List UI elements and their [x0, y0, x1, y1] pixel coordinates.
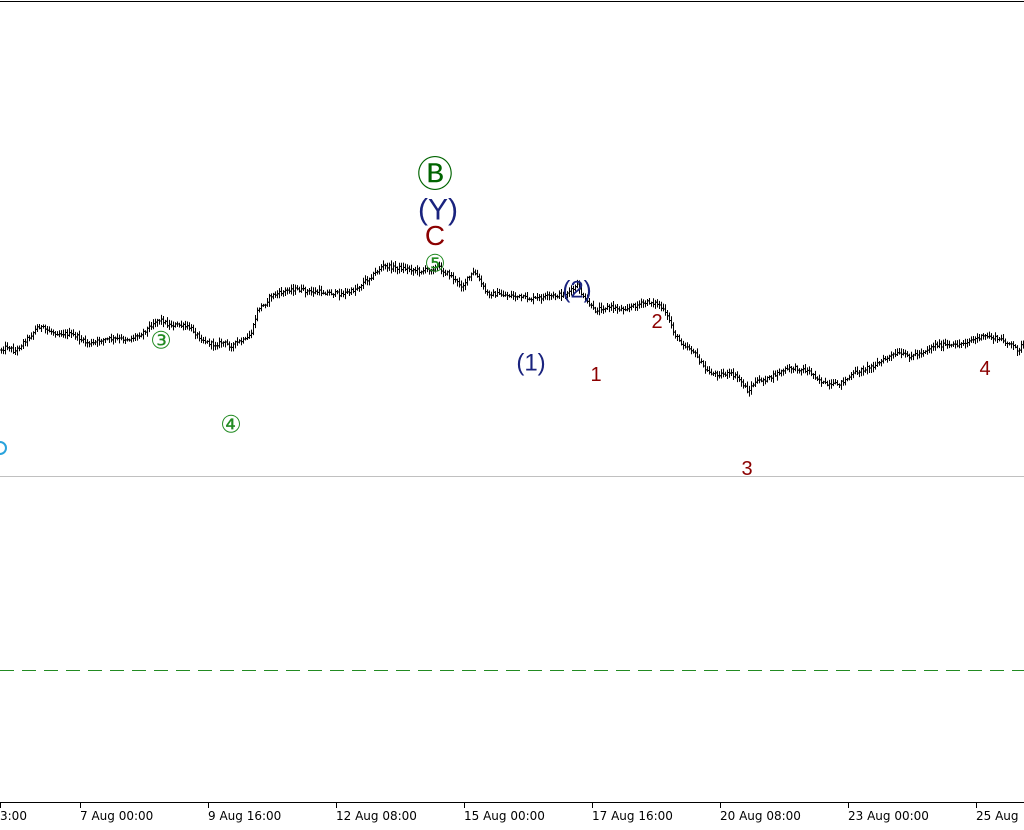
x-tick-label: 20 Aug 08:00 [720, 809, 801, 823]
wave-label: 2 [651, 311, 662, 333]
reference-lines [0, 441, 1024, 671]
x-tick-label: 3:00 [0, 809, 27, 823]
wave-annotations: Ⓑ(Y)C⑤ ③ ④ (1) (2) 1 2 3 4 [150, 154, 990, 480]
wave-label: C [425, 220, 445, 251]
x-tick-label: 7 Aug 00:00 [80, 809, 153, 823]
price-bars [0, 260, 1024, 397]
wave-label: ⑤ [424, 250, 446, 277]
x-tick-label: 9 Aug 16:00 [208, 809, 281, 823]
x-tick-label: 23 Aug 00:00 [848, 809, 929, 823]
x-axis: 3:00 7 Aug 00:00 9 Aug 16:00 12 Aug 08:00 15… [0, 802, 1019, 823]
wave-label: ③ [150, 327, 172, 354]
x-tick-label: 25 Aug [976, 809, 1019, 823]
wave-label: (Y) [418, 194, 458, 227]
wave-label: 3 [741, 458, 752, 480]
wave-label: Ⓑ [417, 154, 453, 195]
x-tick-label: 17 Aug 16:00 [592, 809, 673, 823]
x-tick-label: 15 Aug 00:00 [464, 809, 545, 823]
wave-label: (2) [562, 276, 591, 303]
wave-label: 1 [590, 364, 601, 386]
wave-label: ④ [220, 411, 242, 438]
partial-wave-marker [0, 441, 7, 455]
wave-label: (1) [516, 349, 545, 376]
wave-label: 4 [979, 358, 990, 380]
x-tick-label: 12 Aug 08:00 [336, 809, 417, 823]
